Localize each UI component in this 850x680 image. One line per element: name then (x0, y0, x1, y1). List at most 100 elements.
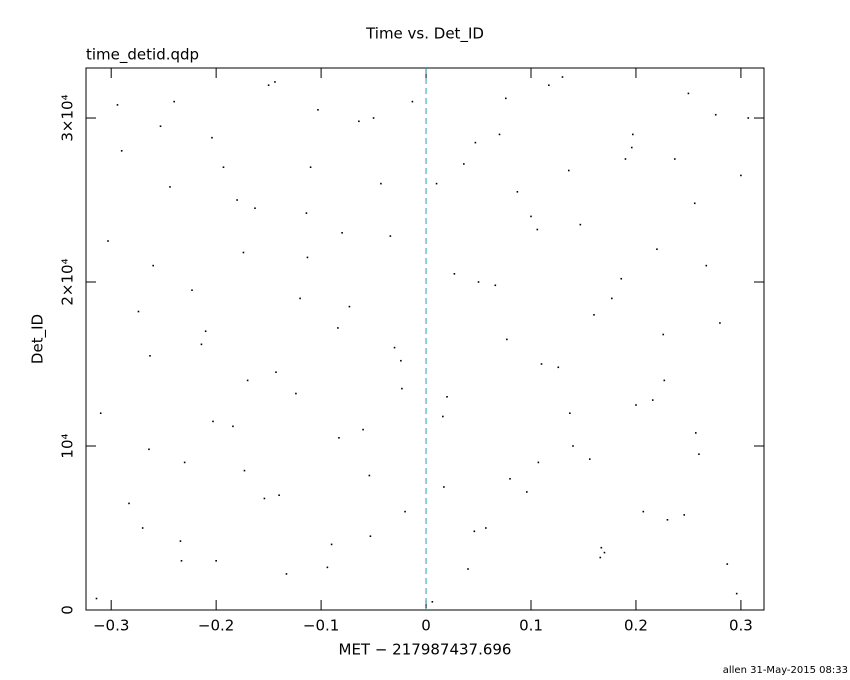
point (651, 399, 654, 401)
x-tick-label: −0.2 (198, 617, 234, 635)
point (173, 100, 175, 103)
y-tick-label: 3×10⁴ (59, 94, 77, 141)
point (474, 141, 477, 144)
point (567, 169, 570, 172)
point (411, 100, 414, 103)
point (561, 76, 564, 78)
point (509, 478, 511, 480)
point (338, 437, 340, 439)
point (401, 387, 403, 390)
point (358, 120, 360, 123)
y-tick-label: 0 (59, 605, 77, 615)
point (569, 412, 571, 415)
point (306, 256, 309, 259)
point (642, 510, 645, 513)
point (362, 428, 364, 431)
point (330, 543, 333, 546)
point (107, 240, 109, 242)
footer: allen 31-May-2015 08:33 (723, 665, 848, 676)
point (611, 297, 613, 300)
point (714, 113, 717, 116)
point (548, 84, 550, 87)
point (368, 474, 371, 477)
point (242, 251, 245, 254)
point (694, 432, 697, 434)
point (337, 327, 339, 329)
point (372, 117, 375, 119)
point (740, 174, 742, 177)
point (726, 563, 729, 565)
point (735, 592, 738, 595)
point (635, 404, 637, 406)
point (719, 322, 721, 324)
point (540, 363, 543, 365)
point (305, 212, 308, 214)
point (191, 289, 193, 292)
point (435, 182, 438, 185)
point (536, 228, 539, 231)
point (275, 371, 277, 374)
point (141, 527, 144, 529)
point (152, 264, 154, 267)
point (453, 273, 456, 275)
point (673, 158, 676, 160)
point (326, 566, 329, 569)
point (243, 469, 246, 472)
point (588, 458, 591, 460)
point (285, 573, 288, 575)
point (498, 133, 501, 136)
point (120, 150, 123, 152)
point (295, 392, 297, 395)
point (200, 343, 203, 346)
point (446, 396, 448, 398)
point (148, 448, 150, 451)
point (169, 186, 171, 188)
x-tick-label: −0.1 (303, 617, 339, 635)
y-tick-label: 10⁴ (59, 433, 77, 458)
point (254, 207, 256, 210)
point (477, 281, 480, 283)
x-tick-label: 0 (421, 617, 431, 635)
point (463, 163, 465, 165)
point (662, 333, 665, 336)
point (537, 461, 540, 464)
point (179, 540, 182, 542)
point (404, 510, 406, 513)
point (99, 412, 102, 415)
point (369, 535, 372, 538)
point (683, 514, 686, 516)
point (443, 486, 445, 488)
point (380, 182, 382, 185)
point (624, 158, 627, 160)
point (526, 491, 528, 493)
chart-title: Time vs. Det_ID (365, 25, 484, 44)
point (183, 461, 186, 464)
x-tick-label: 0.2 (624, 617, 648, 635)
point (705, 264, 708, 267)
point (600, 546, 603, 549)
point (348, 305, 351, 308)
point (215, 560, 217, 562)
x-tick-label: −0.3 (93, 617, 129, 635)
point (267, 84, 270, 87)
point (263, 497, 266, 500)
point (400, 359, 402, 362)
point (442, 415, 444, 418)
point (693, 202, 696, 205)
point (236, 199, 238, 201)
point (232, 425, 234, 428)
point (95, 597, 98, 600)
point (137, 310, 140, 313)
x-tick-label: 0.3 (729, 617, 753, 635)
point (128, 502, 130, 505)
y-tick-label: 2×10⁴ (59, 258, 77, 305)
point (299, 297, 301, 300)
point (747, 117, 750, 119)
plot-frame (85, 67, 765, 611)
point (516, 191, 519, 193)
point (473, 530, 476, 533)
x-tick-label: 0.1 (519, 617, 543, 635)
point (246, 379, 249, 382)
point (530, 215, 532, 218)
